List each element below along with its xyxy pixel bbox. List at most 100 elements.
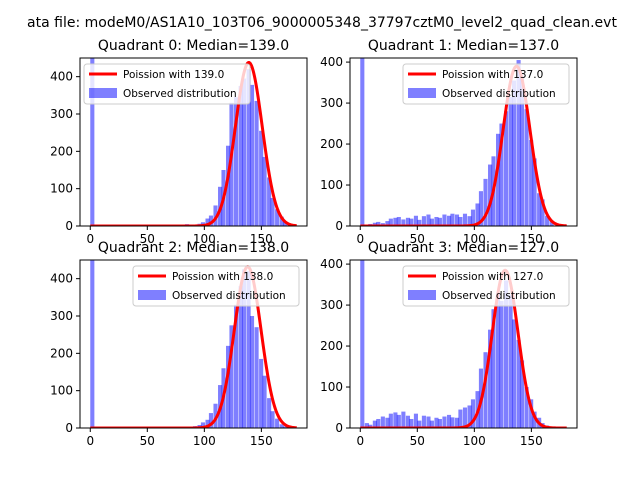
histogram-bar <box>208 413 214 428</box>
histogram-bar <box>442 416 447 428</box>
histogram-bar <box>458 216 463 226</box>
histogram-bar <box>267 177 272 226</box>
histogram-bar <box>446 414 452 428</box>
histogram-bar <box>454 214 460 226</box>
histogram-bar <box>259 358 264 428</box>
histogram-bar <box>434 216 439 226</box>
histogram-bar <box>421 216 426 226</box>
chart-panel-1: 0 50 100 150 0 100 200 300 400 Quadrant 1: Median… <box>320 38 578 246</box>
legend-label-fit: Poission with 137.0 <box>442 69 543 81</box>
y-tick-label: 300 <box>320 298 343 312</box>
x-tick-label: 0 <box>356 232 364 246</box>
histogram-bar <box>380 416 385 428</box>
y-tick-label: 200 <box>320 339 343 353</box>
legend-bar-swatch <box>138 290 166 300</box>
histogram-bar <box>279 216 284 226</box>
x-tick-label: 100 <box>463 434 486 448</box>
histogram-bar <box>483 352 488 428</box>
histogram-bar <box>401 411 406 428</box>
histogram-bar <box>372 420 377 428</box>
histogram-bar <box>540 199 545 226</box>
histogram-bar <box>238 86 243 226</box>
x-tick-label: 0 <box>86 232 94 246</box>
histogram-bar <box>458 409 463 428</box>
legend: Poission with 138.0 Observed distribution <box>132 265 300 307</box>
histogram-bar <box>529 139 534 226</box>
histogram-bar <box>205 419 210 428</box>
histogram-bar <box>249 84 255 226</box>
histogram-bar <box>491 309 496 428</box>
x-tick-label: 150 <box>250 434 273 448</box>
histogram-bars <box>360 260 558 428</box>
panel-title: Quadrant 0: Median=139.0 <box>98 38 289 54</box>
histogram-bar <box>467 405 472 428</box>
histogram-bar <box>409 218 414 226</box>
panel-title: Quadrant 2: Median=138.0 <box>98 240 289 256</box>
histogram-bar <box>470 399 476 428</box>
histogram-bar <box>364 423 369 428</box>
y-tick-label: 200 <box>50 144 73 158</box>
legend: Poission with 139.0 Observed distribution <box>83 63 251 105</box>
histogram-bar <box>421 415 426 428</box>
histogram-bar <box>388 413 393 428</box>
histogram-bar <box>488 164 493 226</box>
histogram-bar <box>233 97 239 226</box>
legend-box <box>402 265 570 307</box>
y-tick-label: 300 <box>50 309 73 323</box>
histogram-bar <box>511 319 517 428</box>
y-tick-label: 0 <box>335 421 343 435</box>
histogram-bar <box>450 213 455 226</box>
histogram-bar <box>259 130 264 226</box>
legend-box <box>132 265 300 307</box>
y-tick-label: 400 <box>50 70 73 84</box>
histogram-bar <box>267 398 272 428</box>
legend-bar-swatch <box>89 88 117 98</box>
histogram-bar <box>462 407 468 428</box>
histogram-bar <box>417 219 422 226</box>
histogram-bar <box>519 76 525 226</box>
histogram-bar <box>545 215 550 226</box>
panel-title: Quadrant 3: Median=127.0 <box>368 240 559 256</box>
legend-label-fit: Poission with 138.0 <box>172 271 273 283</box>
y-tick-label: 100 <box>50 182 73 196</box>
histogram-bar <box>532 158 537 226</box>
axes-frame <box>79 259 308 429</box>
histogram-bar <box>388 218 393 226</box>
histogram-bar <box>413 413 418 428</box>
histogram-bar <box>241 269 247 428</box>
histogram-bar <box>508 294 513 428</box>
axes-frame <box>79 57 308 227</box>
histogram-bar <box>462 213 468 226</box>
histogram-bar <box>437 418 442 428</box>
histogram-bar <box>213 403 218 428</box>
histogram-bar <box>532 411 537 428</box>
panel-title: Quadrant 1: Median=137.0 <box>368 38 559 54</box>
x-tick-label: 150 <box>250 232 273 246</box>
histogram-bar <box>90 260 95 428</box>
histogram-bar <box>376 221 381 226</box>
histogram-bar <box>467 216 472 226</box>
histogram-bar <box>200 422 206 428</box>
x-tick-label: 0 <box>356 434 364 448</box>
histogram-bar <box>434 417 439 428</box>
legend-box <box>83 63 251 105</box>
legend-label-fit: Poission with 127.0 <box>442 271 543 283</box>
histogram-bar <box>446 215 452 226</box>
y-tick-label: 0 <box>335 219 343 233</box>
histogram-bar <box>393 412 398 428</box>
histogram-bar <box>549 221 554 226</box>
histogram-bar <box>508 96 513 226</box>
histogram-bar <box>519 360 525 428</box>
histogram-bar <box>450 417 455 428</box>
histogram-bar <box>376 418 381 428</box>
histogram-bar <box>385 417 390 428</box>
legend-bar-swatch <box>408 290 436 300</box>
histogram-bar <box>246 271 251 428</box>
figure-suptitle: ata file: modeM0/AS1A10_103T06_900000534… <box>27 15 617 31</box>
histogram-bar <box>478 191 484 226</box>
y-tick-label: 400 <box>320 257 343 271</box>
histogram-bar <box>496 292 501 428</box>
histogram-bar <box>226 145 231 226</box>
histogram-bar <box>413 215 418 226</box>
axes-frame <box>349 259 578 429</box>
